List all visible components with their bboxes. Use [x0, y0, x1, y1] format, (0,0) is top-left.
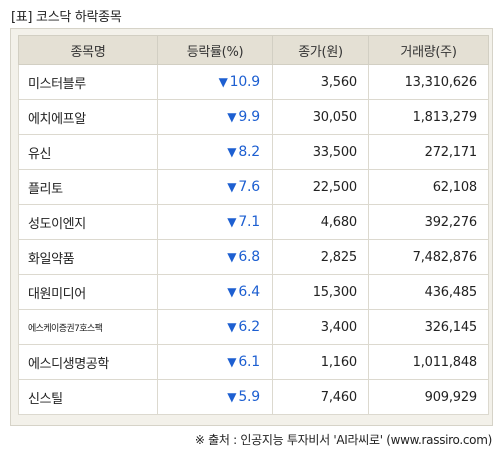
table-row: 유신 ▼ 8.2 33,500 272,171	[18, 134, 489, 170]
stock-name: 플리토	[18, 169, 158, 205]
change-rate: ▼ 6.8	[157, 239, 273, 275]
down-arrow-icon: ▼	[227, 320, 237, 334]
source-note: ※ 출처 : 인공지능 투자비서 'AI라씨로' (www.rassiro.co…	[194, 433, 492, 447]
closing-price: 22,500	[272, 169, 369, 205]
stock-name: 화일약품	[18, 239, 158, 275]
closing-price: 7,460	[272, 379, 369, 415]
table-row: 화일약품 ▼ 6.8 2,825 7,482,876	[18, 239, 489, 275]
rate-value: 8.2	[238, 144, 260, 160]
trade-volume: 1,011,848	[368, 344, 489, 380]
trade-volume: 909,929	[368, 379, 489, 415]
closing-price: 30,050	[272, 99, 369, 135]
rate-value: 5.9	[238, 389, 260, 405]
stock-name: 성도이엔지	[18, 204, 158, 240]
table-row: 대원미디어 ▼ 6.4 15,300 436,485	[18, 274, 489, 310]
stock-name: 유신	[18, 134, 158, 170]
change-rate: ▼ 5.9	[157, 379, 273, 415]
table-row: 성도이엔지 ▼ 7.1 4,680 392,276	[18, 204, 489, 240]
table-row: 미스터블루 ▼ 10.9 3,560 13,310,626	[18, 64, 489, 100]
down-arrow-icon: ▼	[227, 180, 237, 194]
change-rate: ▼ 6.1	[157, 344, 273, 380]
table-row: 에스케이증권7호스팩 ▼ 6.2 3,400 326,145	[18, 309, 489, 345]
closing-price: 3,400	[272, 309, 369, 345]
table-panel: 종목명 등락률(%) 종가(원) 거래량(주) 미스터블루 ▼ 10.9 3,56…	[10, 28, 493, 426]
trade-volume: 13,310,626	[368, 64, 489, 100]
trade-volume: 62,108	[368, 169, 489, 205]
rate-value: 7.1	[238, 214, 260, 230]
trade-volume: 272,171	[368, 134, 489, 170]
trade-volume: 436,485	[368, 274, 489, 310]
down-arrow-icon: ▼	[227, 250, 237, 264]
down-arrow-icon: ▼	[227, 355, 237, 369]
change-rate: ▼ 6.4	[157, 274, 273, 310]
trade-volume: 326,145	[368, 309, 489, 345]
down-arrow-icon: ▼	[227, 285, 237, 299]
table-row: 신스틸 ▼ 5.9 7,460 909,929	[18, 379, 489, 415]
trade-volume: 392,276	[368, 204, 489, 240]
down-arrow-icon: ▼	[227, 390, 237, 404]
closing-price: 3,560	[272, 64, 369, 100]
rate-value: 6.2	[238, 319, 260, 335]
rate-value: 9.9	[238, 109, 260, 125]
stock-name: 신스틸	[18, 379, 158, 415]
rate-value: 7.6	[238, 179, 260, 195]
stock-name: 미스터블루	[18, 64, 158, 100]
column-header-rate: 등락률(%)	[157, 35, 273, 65]
closing-price: 2,825	[272, 239, 369, 275]
table-row: 플리토 ▼ 7.6 22,500 62,108	[18, 169, 489, 205]
closing-price: 33,500	[272, 134, 369, 170]
stock-name: 대원미디어	[18, 274, 158, 310]
closing-price: 1,160	[272, 344, 369, 380]
trade-volume: 7,482,876	[368, 239, 489, 275]
column-header-price: 종가(원)	[272, 35, 369, 65]
down-arrow-icon: ▼	[227, 110, 237, 124]
column-header-volume: 거래량(주)	[368, 35, 489, 65]
change-rate: ▼ 7.1	[157, 204, 273, 240]
stock-name: 에스디생명공학	[18, 344, 158, 380]
change-rate: ▼ 10.9	[157, 64, 273, 100]
closing-price: 15,300	[272, 274, 369, 310]
trade-volume: 1,813,279	[368, 99, 489, 135]
change-rate: ▼ 8.2	[157, 134, 273, 170]
page-title: [표] 코스닥 하락종목	[11, 10, 122, 25]
change-rate: ▼ 7.6	[157, 169, 273, 205]
stock-name: 에치에프알	[18, 99, 158, 135]
declining-stocks-table: 종목명 등락률(%) 종가(원) 거래량(주) 미스터블루 ▼ 10.9 3,56…	[18, 35, 489, 415]
change-rate: ▼ 9.9	[157, 99, 273, 135]
change-rate: ▼ 6.2	[157, 309, 273, 345]
down-arrow-icon: ▼	[218, 75, 228, 89]
column-header-name: 종목명	[18, 35, 158, 65]
rate-value: 6.8	[238, 249, 260, 265]
down-arrow-icon: ▼	[227, 145, 237, 159]
table-header-row: 종목명 등락률(%) 종가(원) 거래량(주)	[18, 35, 489, 65]
down-arrow-icon: ▼	[227, 215, 237, 229]
rate-value: 10.9	[229, 74, 261, 90]
stock-name: 에스케이증권7호스팩	[18, 309, 158, 345]
table-row: 에치에프알 ▼ 9.9 30,050 1,813,279	[18, 99, 489, 135]
table-row: 에스디생명공학 ▼ 6.1 1,160 1,011,848	[18, 344, 489, 380]
rate-value: 6.4	[238, 284, 260, 300]
closing-price: 4,680	[272, 204, 369, 240]
rate-value: 6.1	[238, 354, 260, 370]
